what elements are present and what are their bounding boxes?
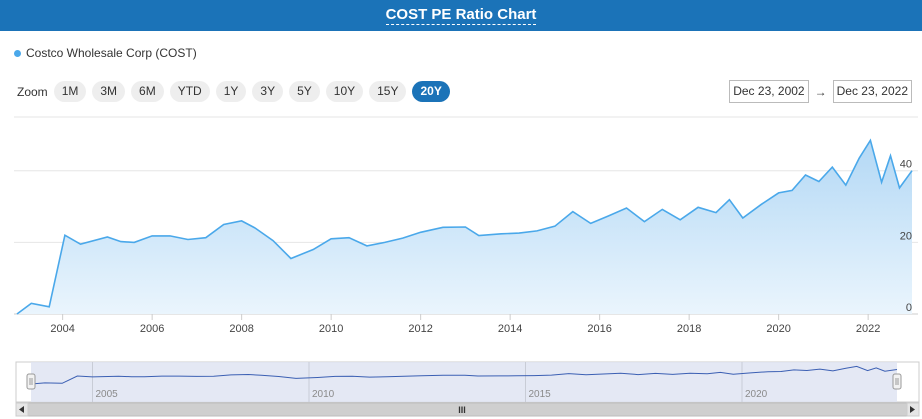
zoom-1y-button[interactable]: 1Y: [215, 81, 247, 102]
scroll-right-arrow-icon[interactable]: [910, 406, 915, 413]
handle-body[interactable]: [892, 373, 902, 390]
x-tick-label: 2018: [677, 323, 701, 335]
navigator-tick-label: 2010: [312, 389, 335, 400]
x-tick-label: 2020: [766, 323, 790, 335]
x-tick-label: 2014: [498, 323, 522, 335]
navigator-scrollbar-thumb[interactable]: [27, 402, 908, 417]
zoom-1m-button[interactable]: 1M: [53, 81, 87, 102]
scrollbar-grip-icon: III: [458, 405, 466, 415]
navigator-line: [30, 365, 898, 385]
zoom-5y-button[interactable]: 5Y: [289, 81, 320, 102]
handle-body[interactable]: [26, 373, 36, 390]
chart-header: COST PE Ratio Chart: [0, 0, 922, 31]
x-tick-label: 2016: [587, 323, 611, 335]
zoom-10y-button[interactable]: 10Y: [325, 81, 364, 102]
x-tick-label: 2004: [50, 323, 74, 335]
zoom-3y-button[interactable]: 3Y: [252, 81, 284, 102]
range-to-input[interactable]: Dec 23, 2022: [832, 80, 912, 103]
x-tick-label: 2022: [856, 323, 880, 335]
navigator-tick-label: 2020: [745, 389, 768, 400]
navigator-left-handle[interactable]: [26, 373, 36, 390]
y-tick-label: 20: [900, 230, 912, 242]
zoom-3m-button[interactable]: 3M: [92, 81, 126, 102]
zoom-6m-button[interactable]: 6M: [131, 81, 164, 102]
x-tick-label: 2006: [140, 323, 164, 335]
zoom-ytd-button[interactable]: YTD: [169, 81, 210, 102]
legend-marker-icon: [14, 49, 21, 57]
y-tick-label: 40: [900, 159, 912, 171]
range-arrow-icon: →: [814, 84, 827, 99]
zoom-15y-button[interactable]: 15Y: [369, 81, 407, 102]
legend-label: Costco Wholesale Corp (COST): [26, 46, 197, 60]
x-tick-label: 2008: [229, 323, 253, 335]
pe-ratio-line[interactable]: [16, 138, 913, 315]
navigator-selection[interactable]: [31, 362, 897, 402]
scroll-left-arrow-icon[interactable]: [19, 406, 24, 413]
zoom-label: Zoom: [17, 84, 48, 99]
legend[interactable]: Costco Wholesale Corp (COST): [14, 46, 197, 60]
date-range-selector: Dec 23, 2002 → Dec 23, 2022: [729, 80, 912, 103]
navigator-tick-label: 2005: [95, 389, 118, 400]
zoom-20y-button[interactable]: 20Y: [412, 81, 450, 102]
navigator-right-handle[interactable]: [892, 373, 902, 390]
chart-title[interactable]: COST PE Ratio Chart: [385, 6, 537, 25]
navigator-tick-label: 2015: [528, 389, 551, 400]
y-tick-label: 0: [906, 302, 912, 314]
zoom-controls: Zoom 1M 3M 6M YTD 1Y 3Y 5Y 10Y 15Y 20Y: [17, 81, 456, 102]
x-tick-label: 2012: [408, 323, 432, 335]
x-tick-label: 2010: [319, 323, 343, 335]
range-from-input[interactable]: Dec 23, 2002: [729, 80, 809, 103]
